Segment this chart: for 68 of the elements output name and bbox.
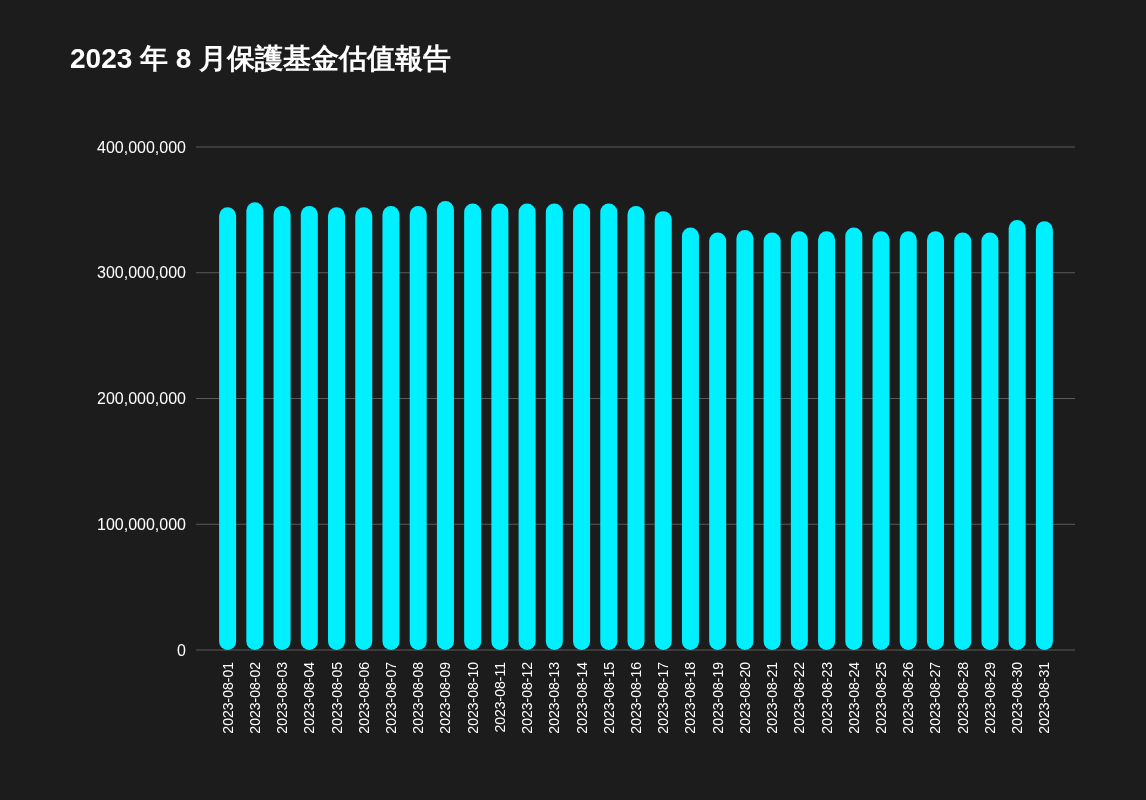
x-tick-label: 2023-08-26 <box>900 661 917 734</box>
x-tick-label: 2023-08-17 <box>655 661 672 734</box>
bar <box>790 231 808 650</box>
y-tick-label: 400,000,000 <box>97 138 187 156</box>
x-tick-label: 2023-08-28 <box>954 661 971 734</box>
bar <box>246 202 264 650</box>
bar <box>219 207 237 650</box>
bar <box>1035 221 1053 650</box>
bar <box>545 203 563 650</box>
x-tick-label: 2023-08-03 <box>274 661 291 734</box>
bar <box>1008 219 1026 650</box>
x-tick-label: 2023-08-23 <box>818 661 835 734</box>
bar <box>872 231 890 650</box>
x-tick-label: 2023-08-15 <box>600 661 617 734</box>
x-tick-label: 2023-08-24 <box>845 661 862 734</box>
bar <box>328 207 346 650</box>
bar <box>845 227 863 650</box>
bar <box>464 203 482 650</box>
bar <box>899 231 917 650</box>
x-tick-label: 2023-08-22 <box>791 661 808 734</box>
bar <box>654 211 672 650</box>
x-tick-label: 2023-08-20 <box>736 661 753 734</box>
x-tick-label: 2023-08-11 <box>491 661 508 733</box>
bar <box>491 203 509 650</box>
x-tick-label: 2023-08-25 <box>873 661 890 734</box>
x-tick-label: 2023-08-31 <box>1036 661 1053 734</box>
x-tick-label: 2023-08-21 <box>764 661 781 734</box>
x-tick-label: 2023-08-05 <box>328 661 345 734</box>
y-tick-label: 200,000,000 <box>97 390 187 407</box>
x-tick-label: 2023-08-16 <box>628 661 644 734</box>
bar <box>409 206 427 650</box>
bar <box>382 206 400 650</box>
x-tick-label: 2023-08-01 <box>219 661 236 734</box>
x-tick-label: 2023-08-19 <box>709 661 726 734</box>
x-tick-label: 2023-08-27 <box>927 661 944 734</box>
x-tick-label: 2023-08-18 <box>682 661 699 734</box>
bar <box>736 230 754 650</box>
x-tick-label: 2023-08-29 <box>981 661 998 734</box>
x-tick-label: 2023-08-06 <box>355 661 372 734</box>
x-tick-label: 2023-08-12 <box>519 661 536 734</box>
bar <box>436 201 454 650</box>
bar <box>763 232 781 650</box>
bar <box>300 206 318 650</box>
chart-title: 2023 年 8 月保護基金估值報告 <box>70 43 452 74</box>
bar <box>627 206 645 650</box>
bar <box>681 227 699 650</box>
bar <box>355 207 373 650</box>
bar <box>600 203 618 650</box>
y-tick-label: 0 <box>177 641 187 659</box>
bar <box>818 231 836 650</box>
x-tick-label: 2023-08-14 <box>573 661 590 734</box>
y-tick-label: 300,000,000 <box>97 264 187 282</box>
x-tick-label: 2023-08-07 <box>382 661 399 734</box>
bar <box>573 203 591 650</box>
bar <box>981 232 999 650</box>
x-tick-label: 2023-08-10 <box>464 661 481 734</box>
bar <box>926 231 944 650</box>
bar <box>954 232 972 650</box>
bar <box>273 206 291 650</box>
bar <box>518 203 536 650</box>
x-tick-label: 2023-08-30 <box>1009 661 1026 734</box>
bar <box>709 232 727 650</box>
x-tick-label: 2023-08-08 <box>410 661 427 734</box>
x-tick-label: 2023-08-04 <box>301 661 318 734</box>
x-tick-label: 2023-08-09 <box>437 661 454 734</box>
x-tick-label: 2023-08-13 <box>546 661 563 734</box>
y-tick-label: 100,000,000 <box>97 515 187 533</box>
x-tick-label: 2023-08-02 <box>246 661 263 734</box>
